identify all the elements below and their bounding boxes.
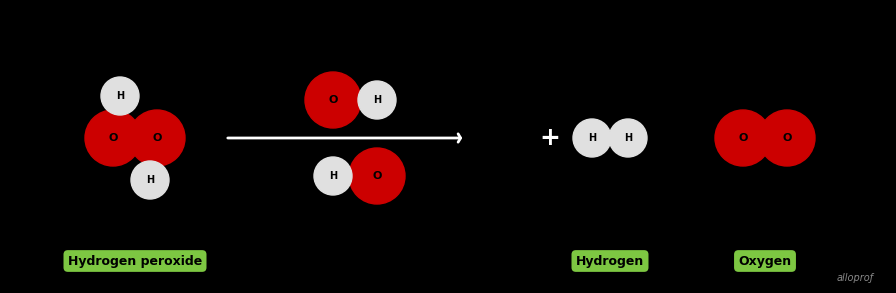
- Circle shape: [609, 119, 647, 157]
- Circle shape: [759, 110, 815, 166]
- Text: O: O: [328, 95, 338, 105]
- Circle shape: [131, 161, 169, 199]
- Text: Oxygen: Oxygen: [738, 255, 791, 268]
- Circle shape: [358, 81, 396, 119]
- Circle shape: [305, 72, 361, 128]
- Text: Hydrogen: Hydrogen: [576, 255, 644, 268]
- Text: alloproƒ: alloproƒ: [837, 273, 874, 283]
- Circle shape: [101, 77, 139, 115]
- Text: H: H: [329, 171, 337, 181]
- Text: O: O: [108, 133, 117, 143]
- Text: H: H: [624, 133, 632, 143]
- Circle shape: [314, 157, 352, 195]
- Text: H: H: [116, 91, 124, 101]
- Text: O: O: [738, 133, 747, 143]
- Text: H: H: [146, 175, 154, 185]
- Text: H: H: [373, 95, 381, 105]
- Circle shape: [715, 110, 771, 166]
- Text: Hydrogen peroxide: Hydrogen peroxide: [68, 255, 202, 268]
- Text: O: O: [373, 171, 382, 181]
- Text: H: H: [588, 133, 596, 143]
- Circle shape: [129, 110, 185, 166]
- Circle shape: [349, 148, 405, 204]
- Text: O: O: [782, 133, 792, 143]
- Circle shape: [573, 119, 611, 157]
- Text: O: O: [152, 133, 161, 143]
- Text: +: +: [539, 126, 560, 150]
- Circle shape: [85, 110, 141, 166]
